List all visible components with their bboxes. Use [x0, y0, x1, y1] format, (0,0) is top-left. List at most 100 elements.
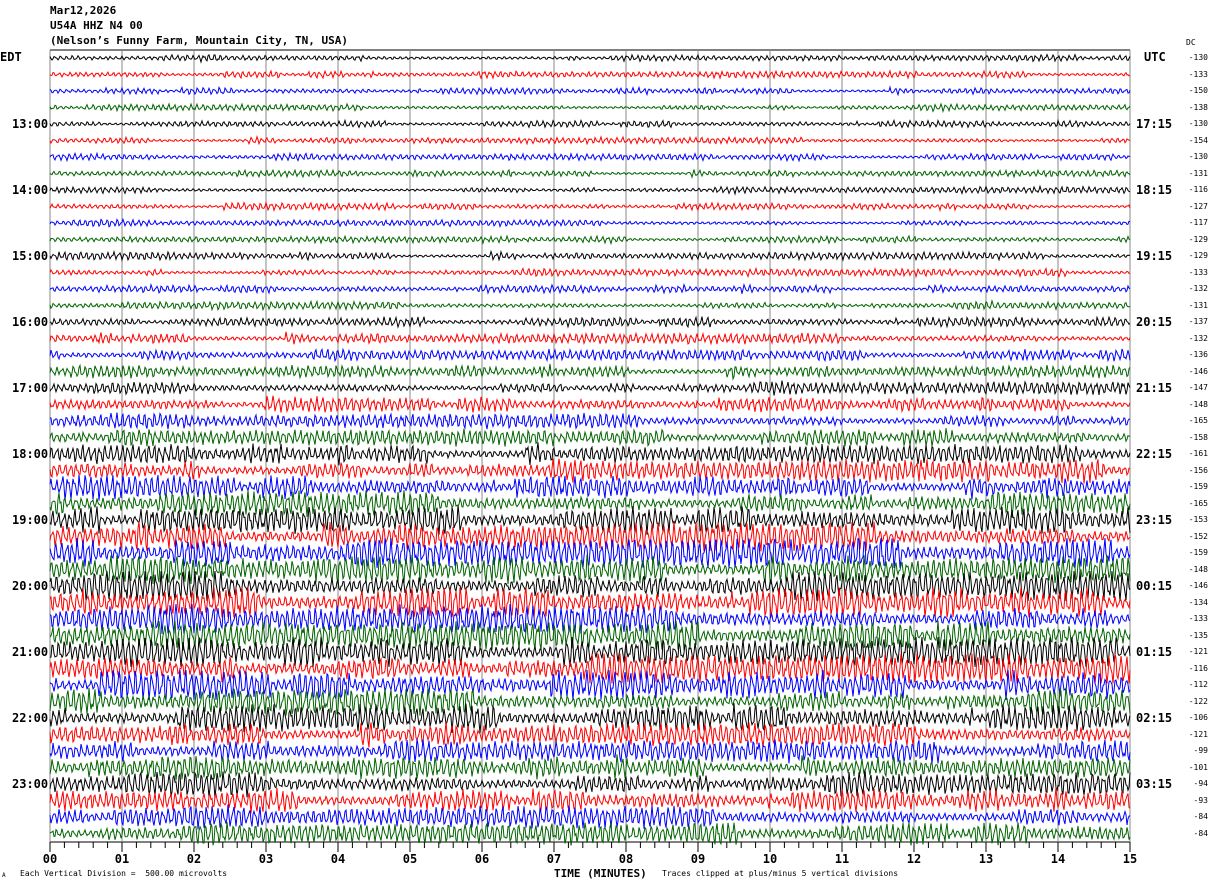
- seismic-trace: [49, 571, 1131, 601]
- x-tick-label: 04: [331, 852, 345, 866]
- dc-offset-value: -134: [1188, 597, 1208, 607]
- dc-offset-value: -129: [1188, 251, 1208, 260]
- dc-offset-value: -165: [1188, 498, 1208, 508]
- clip-note: Traces clipped at plus/minus 5 vertical …: [662, 869, 899, 878]
- seismic-trace: [49, 411, 1131, 430]
- dc-offset-value: -133: [1188, 614, 1208, 623]
- dc-offset-value: -146: [1188, 366, 1208, 376]
- edt-hour-label: 15:00: [12, 249, 49, 263]
- edt-hour-label: 20:00: [12, 579, 49, 593]
- seismic-trace: [49, 653, 1131, 684]
- utc-hour-label: 19:15: [1136, 249, 1173, 263]
- dc-offset-value: -84: [1193, 828, 1208, 838]
- utc-hour-label: 17:15: [1136, 117, 1173, 131]
- dc-offset-value: -159: [1188, 548, 1208, 557]
- dc-offset-value: -156: [1188, 465, 1208, 475]
- seismic-trace: [49, 738, 1131, 764]
- dc-offset-value: -150: [1188, 86, 1208, 95]
- dc-offset-value: -122: [1188, 696, 1208, 706]
- seismic-trace: [49, 168, 1131, 179]
- dc-offset-value: -138: [1188, 102, 1208, 112]
- seismic-trace: [49, 395, 1131, 414]
- dc-offset-value: -129: [1188, 234, 1208, 244]
- seismic-trace: [49, 69, 1131, 80]
- dc-offset-value: -133: [1188, 267, 1208, 277]
- dc-offset-value: -130: [1188, 119, 1208, 128]
- seismic-trace: [49, 184, 1131, 196]
- dc-offset-value: -148: [1188, 399, 1208, 409]
- seismic-trace: [49, 721, 1131, 748]
- x-tick-label: 02: [187, 852, 201, 866]
- dc-offset-value: -101: [1188, 762, 1208, 772]
- x-tick-label: 14: [1051, 852, 1065, 866]
- utc-hour-label: 23:15: [1136, 513, 1173, 527]
- dc-offset-value: -161: [1188, 449, 1208, 458]
- dc-offset-value: -94: [1193, 779, 1208, 788]
- seismic-trace: [49, 135, 1131, 146]
- seismic-trace: [49, 537, 1131, 568]
- x-tick-label: 08: [619, 852, 633, 866]
- scale-note: Each Vertical Division = 500.00 microvol…: [20, 869, 228, 878]
- seismic-trace: [49, 442, 1131, 466]
- dc-offset-value: -158: [1188, 432, 1208, 442]
- utc-hour-label: 00:15: [1136, 579, 1173, 593]
- x-tick-label: 09: [691, 852, 705, 866]
- x-tick-label: 12: [907, 852, 921, 866]
- seismic-trace: [49, 331, 1131, 346]
- seismic-trace: [49, 102, 1131, 114]
- utc-hour-label: 18:15: [1136, 183, 1173, 197]
- x-tick-label: 07: [547, 852, 561, 866]
- dc-offset-value: -152: [1188, 531, 1208, 541]
- seismic-trace: [49, 347, 1131, 363]
- seismic-trace: [49, 217, 1131, 229]
- x-tick-label: 13: [979, 852, 993, 866]
- station-label: U54A HHZ N4 00: [50, 19, 143, 32]
- utc-hour-label: 01:15: [1136, 645, 1173, 659]
- dc-offset-value: -99: [1193, 746, 1208, 755]
- dc-offset-value: -132: [1188, 284, 1208, 293]
- edt-hour-label: 16:00: [12, 315, 49, 329]
- seismic-trace: [49, 604, 1131, 634]
- seismic-trace: [49, 687, 1131, 716]
- dc-offset-value: -121: [1188, 729, 1208, 739]
- seismic-trace: [49, 637, 1131, 667]
- dc-offset-value: -165: [1188, 416, 1208, 425]
- edt-hour-label: 22:00: [12, 711, 49, 725]
- dc-offset-value: -153: [1188, 515, 1208, 524]
- utc-hour-label: 22:15: [1136, 447, 1173, 461]
- dc-offset-value: -147: [1188, 383, 1208, 392]
- seismic-trace: [49, 266, 1131, 279]
- edt-hour-label: 21:00: [12, 645, 49, 659]
- dc-offset-value: -127: [1188, 201, 1208, 211]
- seismic-trace: [49, 474, 1131, 501]
- dc-offset-value: -131: [1188, 300, 1208, 310]
- seismic-trace: [49, 769, 1131, 799]
- seismic-trace: [49, 428, 1131, 448]
- seismic-trace: [49, 458, 1131, 484]
- dc-offset-value: -137: [1188, 317, 1208, 326]
- utc-hour-label: 20:15: [1136, 315, 1173, 329]
- utc-hour-label: 21:15: [1136, 381, 1173, 395]
- seismic-trace: [49, 299, 1131, 312]
- edt-hour-label: 19:00: [12, 513, 49, 527]
- x-tick-label: 06: [475, 852, 489, 866]
- seismic-trace: [49, 787, 1131, 814]
- edt-hour-label: 18:00: [12, 447, 49, 461]
- dc-offset-value: -154: [1188, 135, 1208, 145]
- seismic-trace: [49, 821, 1131, 846]
- corner-mark: A: [2, 872, 6, 879]
- x-tick-label: 15: [1123, 852, 1137, 866]
- seismic-trace: [49, 363, 1131, 381]
- edt-hour-label: 23:00: [12, 777, 49, 791]
- date-label: Mar12,2026: [50, 4, 117, 17]
- dc-offset-value: -106: [1188, 713, 1208, 722]
- dc-offset-value: -135: [1188, 630, 1208, 640]
- edt-title: EDT: [0, 50, 22, 64]
- dc-offset-value: -121: [1188, 647, 1208, 656]
- seismic-trace: [49, 234, 1131, 246]
- utc-title: UTC: [1144, 50, 1166, 64]
- seismic-trace: [49, 118, 1131, 129]
- dc-offset-value: -117: [1188, 218, 1208, 227]
- dc-offset-value: -130: [1188, 53, 1208, 62]
